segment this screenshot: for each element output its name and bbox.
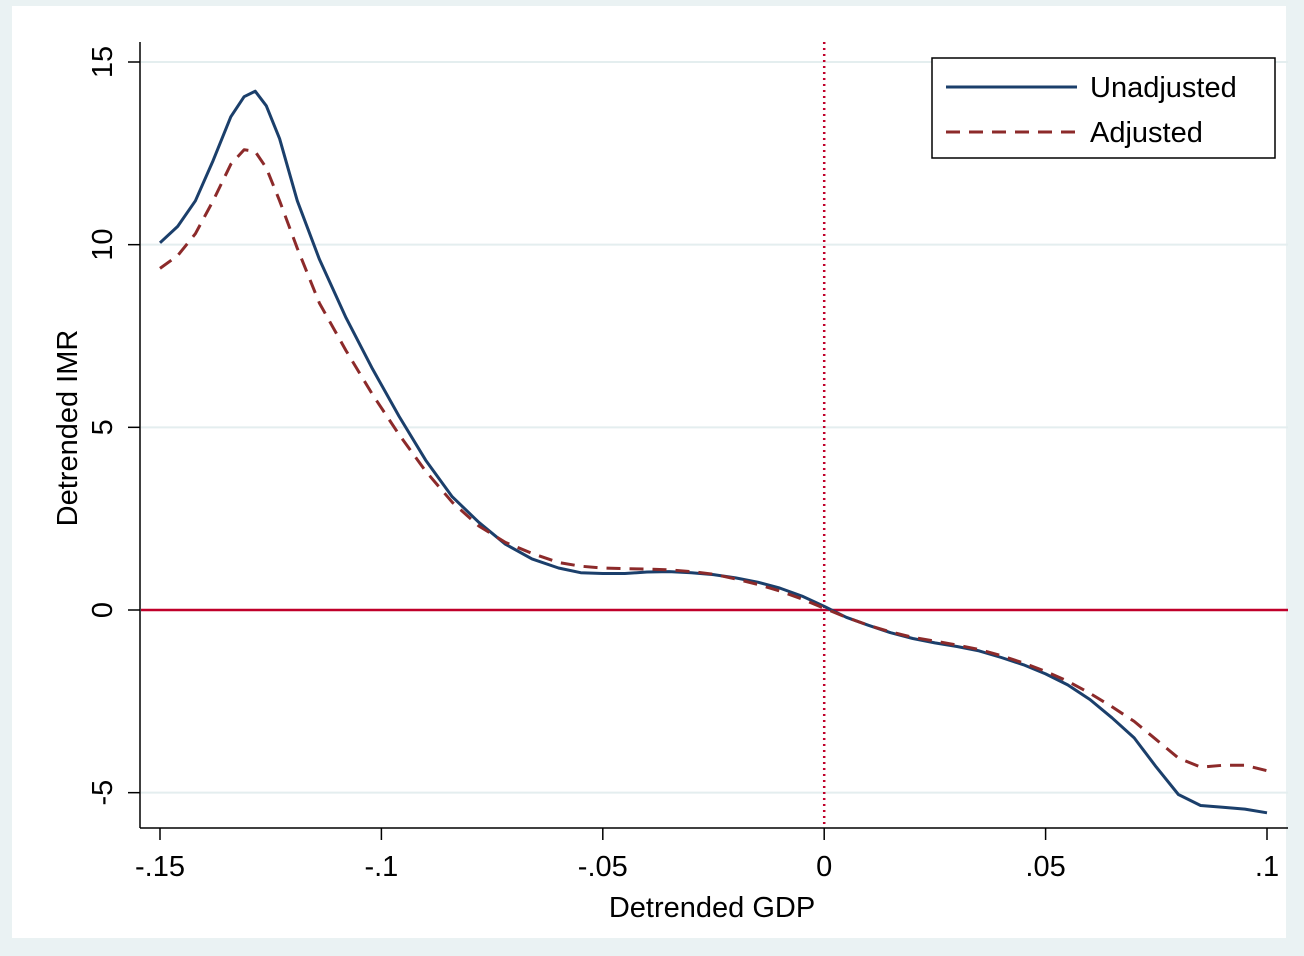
series-lines [158, 89, 1268, 815]
x-tick-label-0: -.15 [135, 851, 185, 883]
grid-lines [141, 61, 1288, 794]
x-tick-label-3: 0 [816, 851, 832, 883]
y-tick-label-0: -5 [87, 780, 119, 806]
x-tick-label-4: .05 [1025, 851, 1065, 883]
y-tick-label-2: 5 [87, 419, 119, 435]
x-tick-label-2: -.05 [578, 851, 628, 883]
legend-label-unadjusted: Unadjusted [1090, 72, 1237, 104]
series-line-adjusted [159, 148, 1268, 773]
y-tick-label-1: 0 [87, 602, 119, 618]
y-tick-label-4: 15 [87, 46, 119, 78]
x-ticks: -.15 -.1 -.05 0 .05 .1 [135, 828, 1279, 883]
y-tick-label-3: 10 [87, 229, 119, 261]
x-axis-title: Detrended GDP [609, 892, 815, 924]
x-tick-label-5: .1 [1255, 851, 1279, 883]
axes [139, 42, 1288, 829]
reference-lines [141, 42, 1288, 828]
legend: Unadjusted Adjusted [931, 57, 1276, 159]
legend-box [931, 57, 1276, 159]
y-axis-title: Detrended IMR [52, 330, 84, 527]
x-tick-label-1: -.1 [364, 851, 398, 883]
legend-label-adjusted: Adjusted [1090, 117, 1203, 149]
plot-background [12, 6, 1286, 938]
y-ticks: -5 0 5 10 15 [87, 46, 140, 806]
